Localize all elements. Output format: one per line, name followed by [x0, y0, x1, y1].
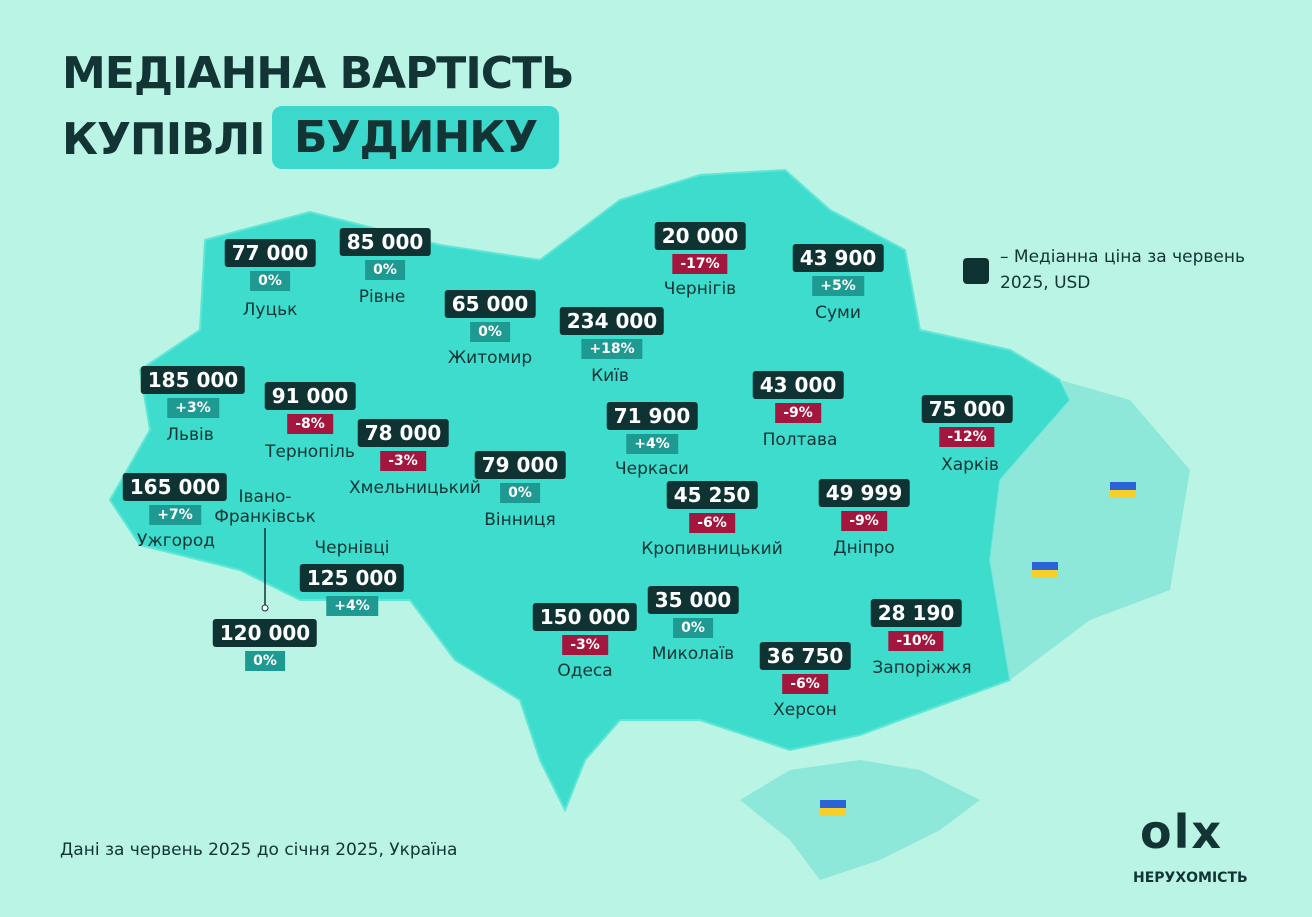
region-name: Запоріжжя: [872, 658, 972, 678]
price-label: 36 750: [759, 642, 851, 670]
change-badge: -9%: [841, 511, 887, 531]
region-name: Івано-Франківськ: [214, 487, 316, 527]
region-name: Одеса: [557, 661, 613, 681]
region-name: Суми: [815, 303, 861, 323]
region-name: Кропивницький: [641, 539, 783, 559]
logo: olx: [1140, 805, 1224, 859]
price-label: 91 000: [264, 382, 356, 410]
region-name: Миколаїв: [651, 644, 735, 664]
change-badge: +4%: [626, 434, 678, 454]
crimea: [740, 760, 980, 880]
region-name: Львів: [166, 425, 214, 445]
flags: [820, 482, 1136, 816]
region-name: Житомир: [447, 348, 533, 368]
change-badge: -12%: [939, 427, 995, 447]
change-badge: -3%: [380, 451, 426, 471]
legend-swatch: [963, 258, 989, 284]
price-label: 125 000: [299, 564, 405, 592]
price-label: 35 000: [647, 586, 739, 614]
region-name: Київ: [591, 366, 629, 386]
change-badge: 0%: [673, 618, 713, 638]
region-name: Ужгород: [137, 531, 215, 551]
change-badge: +7%: [149, 505, 201, 525]
change-badge: -10%: [888, 631, 944, 651]
change-badge: -6%: [689, 513, 735, 533]
price-label: 78 000: [357, 419, 449, 447]
title-line: МЕДІАННА ВАРТІСТЬ: [62, 48, 575, 99]
change-badge: 0%: [500, 483, 540, 503]
change-badge: -17%: [672, 254, 728, 274]
price-label: 71 900: [606, 402, 698, 430]
price-label: 49 999: [818, 479, 910, 507]
legend-text: – Медіанна ціна за червень 2025, USD: [1000, 247, 1245, 293]
price-label: 75 000: [921, 395, 1013, 423]
change-badge: -9%: [775, 403, 821, 423]
region-name: Тернопіль: [265, 442, 355, 462]
change-badge: 0%: [365, 260, 405, 280]
change-badge: 0%: [470, 322, 510, 342]
price-label: 150 000: [532, 603, 638, 631]
region-name: Луцьк: [242, 300, 298, 320]
price-label: 85 000: [339, 228, 431, 256]
price-label: 65 000: [444, 290, 536, 318]
region-name: Чернівці: [314, 538, 390, 558]
price-label: 45 250: [666, 481, 758, 509]
region-name: Черкаси: [615, 459, 689, 479]
price-label: 43 000: [752, 371, 844, 399]
change-badge: +18%: [581, 339, 643, 359]
price-label: 28 190: [870, 599, 962, 627]
footer-note: Дані за червень 2025 до січня 2025, Укра…: [60, 840, 458, 860]
price-label: 79 000: [474, 451, 566, 479]
region-name: Чернігів: [663, 279, 737, 299]
price-label: 120 000: [212, 619, 318, 647]
price-label: 20 000: [654, 222, 746, 250]
price-label: 234 000: [559, 307, 665, 335]
price-label: 77 000: [224, 239, 316, 267]
region-name: Харків: [941, 455, 999, 475]
price-label: 165 000: [122, 473, 228, 501]
change-badge: 0%: [250, 271, 290, 291]
region-name: Хмельницький: [349, 478, 481, 498]
title-line: КУПІВЛІ: [62, 114, 266, 165]
region-name: Вінниця: [484, 510, 556, 530]
occupied-area: [990, 380, 1190, 680]
region-name: Херсон: [773, 700, 837, 720]
region-name: Дніпро: [833, 538, 895, 558]
region-name: Рівне: [358, 287, 406, 307]
region-name: Полтава: [762, 430, 838, 450]
change-badge: -6%: [782, 674, 828, 694]
change-badge: -8%: [287, 414, 333, 434]
logo-caption: НЕРУХОМІСТЬ: [1133, 870, 1248, 886]
price-label: 185 000: [140, 366, 246, 394]
change-badge: +4%: [326, 596, 378, 616]
title-highlight: БУДИНКУ: [272, 106, 560, 169]
change-badge: +3%: [167, 398, 219, 418]
change-badge: +5%: [812, 276, 864, 296]
leader-dot: [261, 604, 269, 612]
change-badge: 0%: [245, 651, 285, 671]
price-label: 43 900: [792, 244, 884, 272]
change-badge: -3%: [562, 635, 608, 655]
